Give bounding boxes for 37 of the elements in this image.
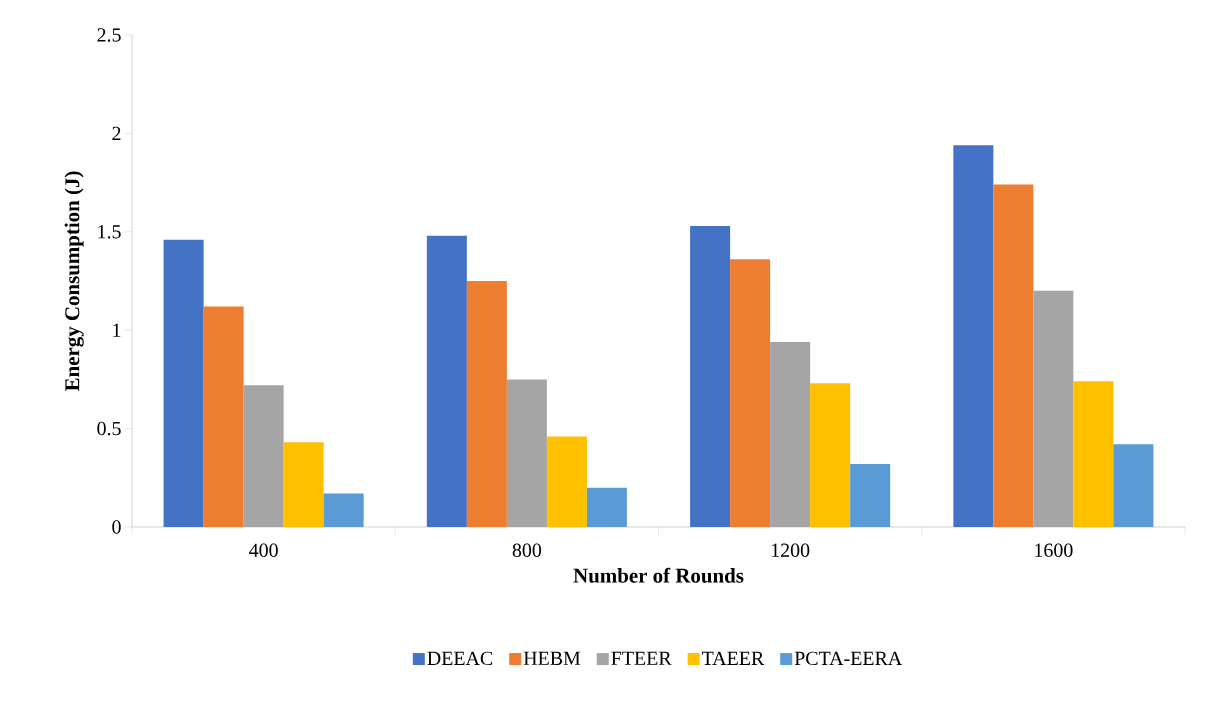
bar: [466, 280, 507, 527]
bar: [1033, 290, 1074, 527]
legend-label: HEBM: [523, 651, 581, 665]
bar: [586, 487, 627, 527]
bar: [953, 145, 994, 527]
x-axis-title: Number of Rounds: [573, 567, 744, 583]
bar: [283, 442, 324, 527]
bar: [243, 385, 284, 527]
bar: [323, 493, 364, 527]
y-tick-label: 0.5: [97, 421, 121, 436]
bar: [810, 383, 851, 527]
bar: [203, 306, 244, 527]
bar: [730, 259, 771, 527]
x-tick-label: 800: [512, 543, 542, 557]
legend-label: TAEER: [701, 651, 765, 665]
bar: [546, 436, 587, 527]
x-tick-label: 1600: [1035, 543, 1073, 557]
bar: [690, 225, 731, 527]
legend-label: DEEAC: [427, 651, 493, 666]
bar: [426, 235, 467, 527]
y-tick-label: 0: [112, 520, 121, 534]
bar: [163, 239, 204, 527]
bar: [1113, 444, 1154, 527]
y-tick-label: 1: [113, 323, 121, 337]
y-axis-title: Energy Consumption (J): [64, 171, 84, 392]
y-tick-label: 2.5: [97, 28, 121, 42]
x-tick-label: 1200: [771, 543, 810, 557]
bar: [850, 464, 891, 527]
bar: [770, 341, 811, 527]
bar: [506, 379, 547, 527]
bar: [1073, 381, 1114, 527]
legend-label: PCTA-EERA: [794, 651, 903, 666]
legend-label: FTEER: [611, 651, 672, 665]
bar: [993, 184, 1034, 527]
y-tick-label: 1.5: [98, 225, 121, 239]
x-tick-label: 400: [249, 543, 278, 557]
y-tick-label: 2: [112, 126, 121, 140]
